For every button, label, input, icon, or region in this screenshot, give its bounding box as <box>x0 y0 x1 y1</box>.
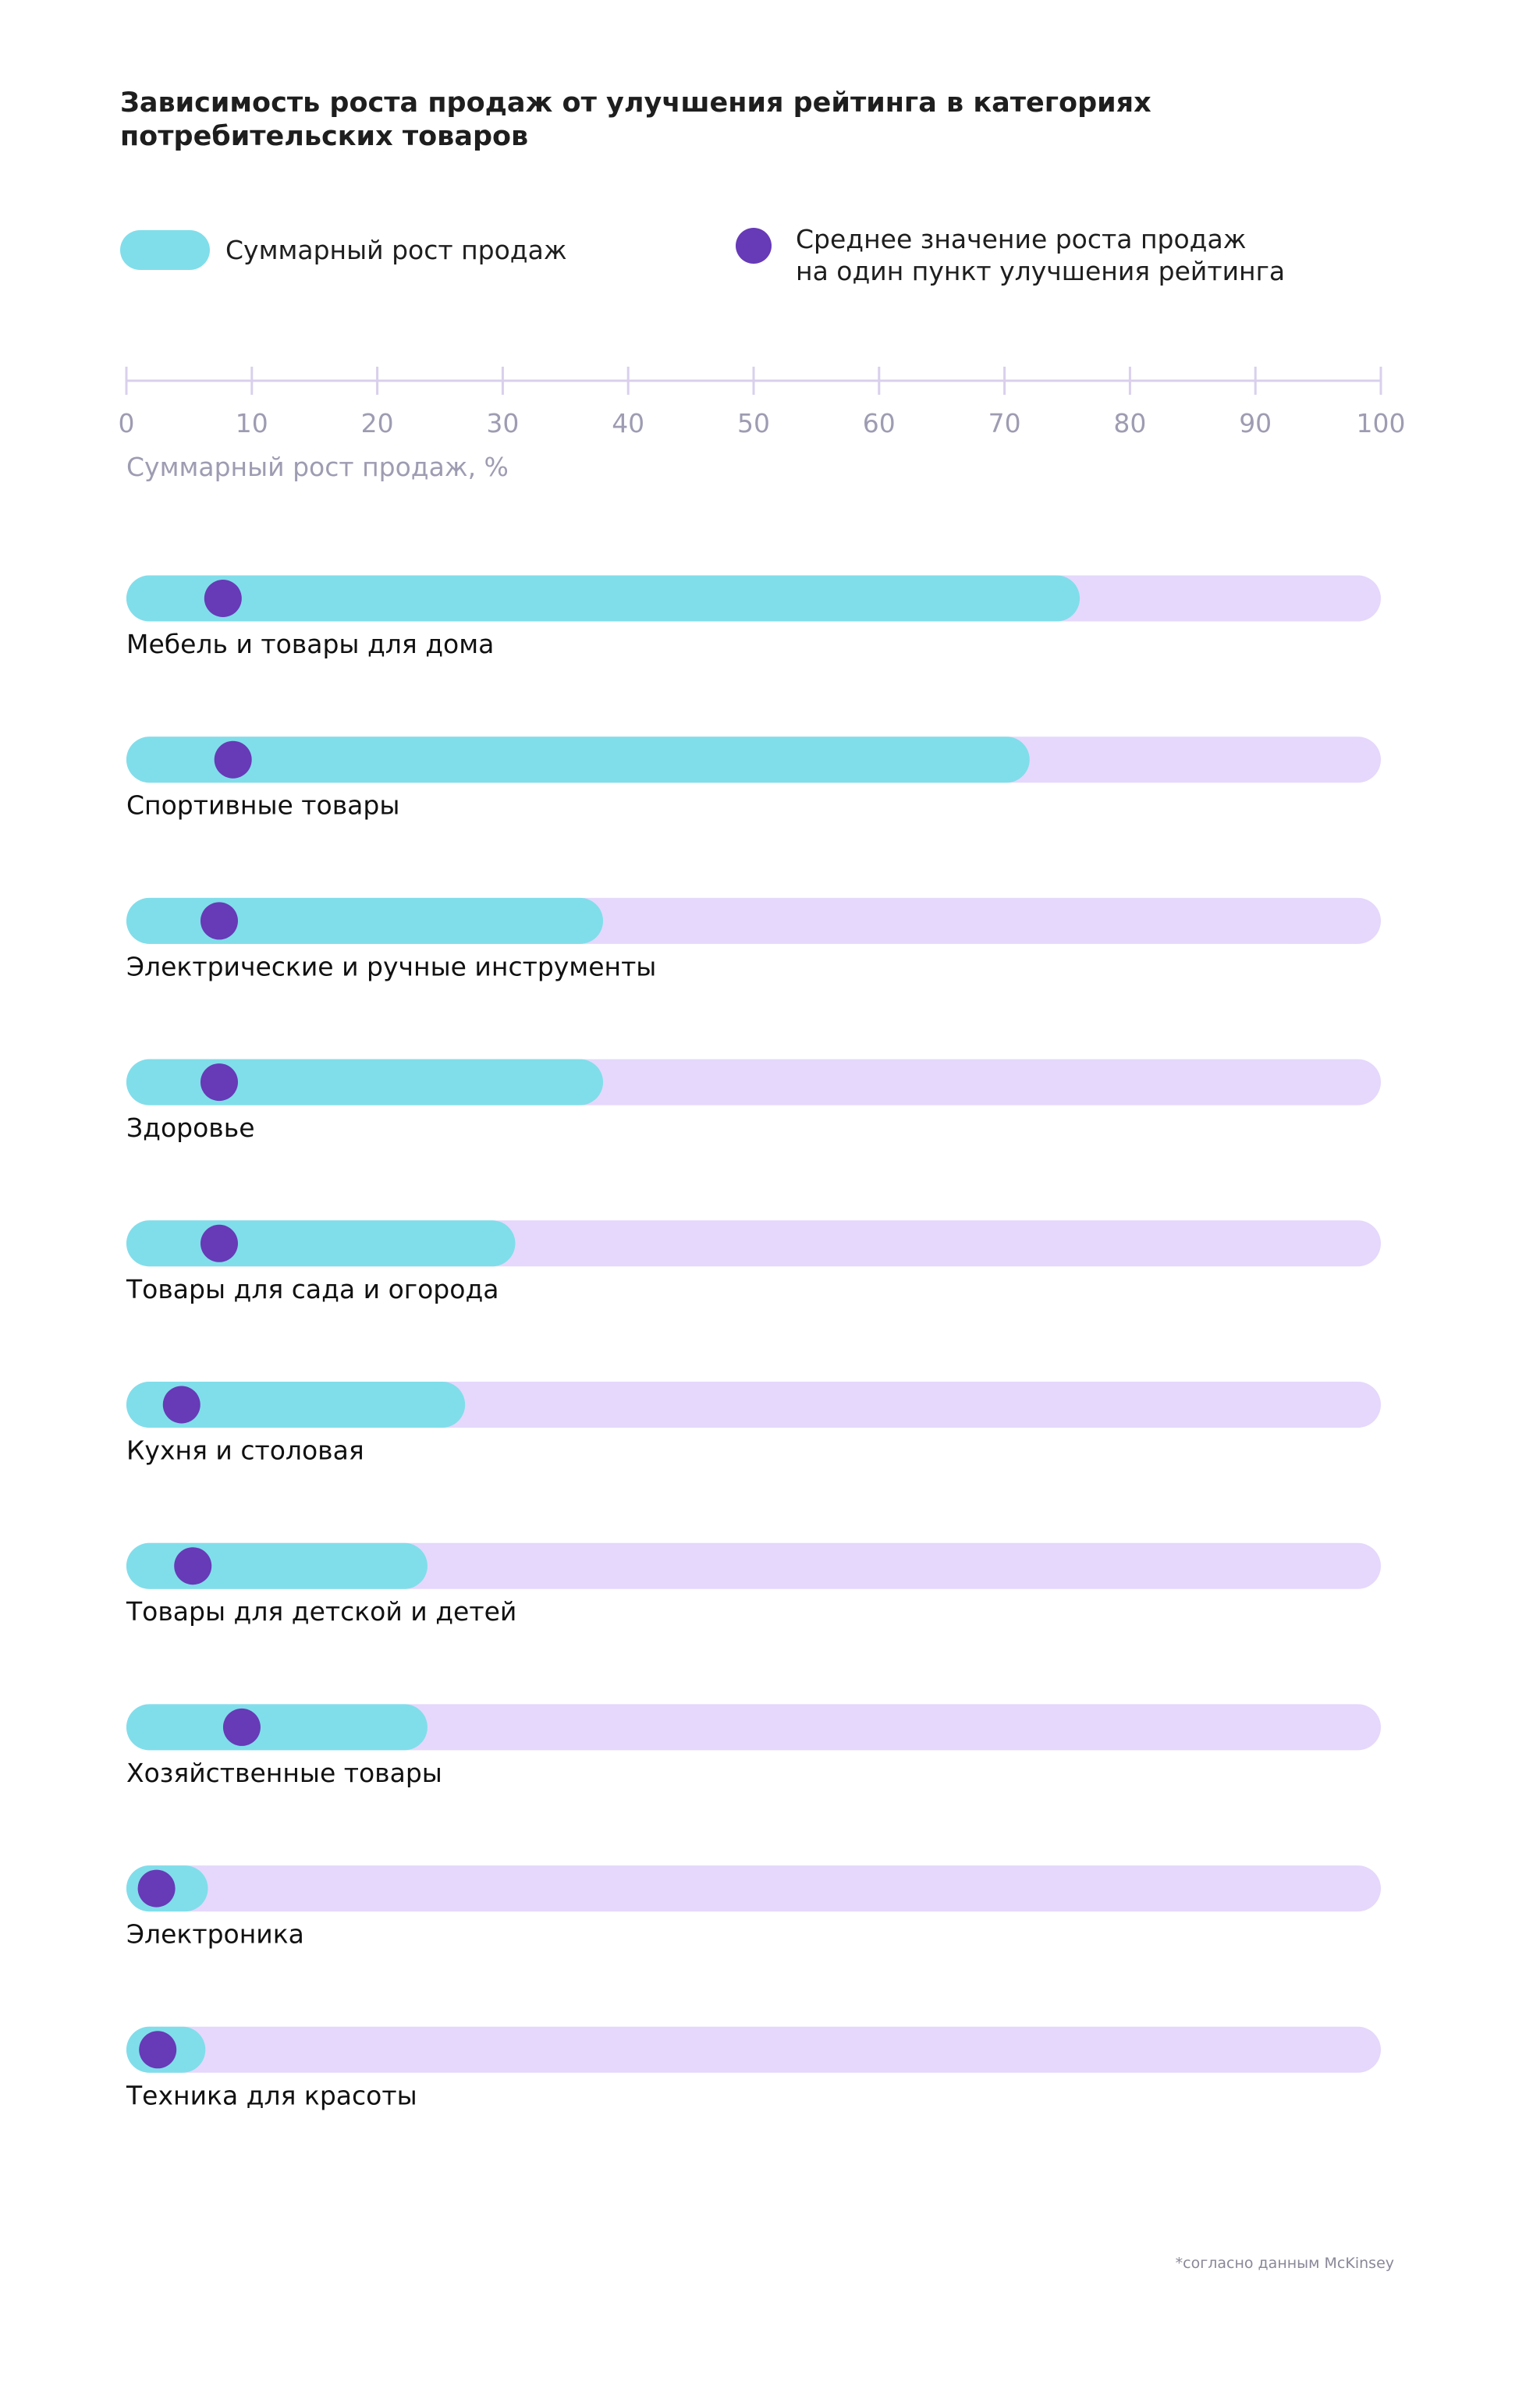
category-label: Товары для сада и огорода <box>126 1274 499 1304</box>
bar-row: Кухня и столовая <box>126 1382 1381 1466</box>
category-label: Товары для детской и детей <box>126 1596 516 1627</box>
bar-total-growth <box>126 1542 428 1589</box>
legend-bar-label: Суммарный рост продаж <box>225 235 567 265</box>
bar-total-growth <box>126 1059 604 1106</box>
bar-row: Техника для красоты <box>126 2026 1381 2110</box>
x-tick-label: 60 <box>863 408 896 438</box>
legend: Суммарный рост продаж Среднее значение р… <box>120 224 1285 286</box>
dot-avg-growth <box>214 740 252 779</box>
category-label: Электроника <box>126 1919 304 1950</box>
bar-track <box>126 1865 1381 1912</box>
x-tick-label: 10 <box>236 408 268 438</box>
legend-dot-swatch <box>736 228 772 264</box>
bar-total-growth <box>126 736 1030 783</box>
dot-avg-growth <box>200 1224 238 1262</box>
bar-row: Хозяйственные товары <box>126 1704 1381 1788</box>
x-tick-label: 30 <box>486 408 519 438</box>
category-label: Техника для красоты <box>126 2080 417 2110</box>
category-label: Электрические и ручные инструменты <box>126 951 656 981</box>
dot-avg-growth <box>139 2031 177 2069</box>
legend-dot-label-line-1: Среднее значение роста продаж <box>796 224 1246 254</box>
bar-row: Товары для детской и детей <box>126 1542 1381 1627</box>
chart-title-line-2: потребительских товаров <box>120 121 528 152</box>
bar-rows: Мебель и товары для дома Спортивные товар… <box>126 575 1381 2110</box>
bar-row: Товары для сада и огорода <box>126 1220 1381 1304</box>
x-tick-label: 40 <box>612 408 644 438</box>
bar-total-growth <box>126 575 1080 622</box>
bar-total-growth <box>126 1704 428 1751</box>
category-label: Мебель и товары для дома <box>126 629 494 659</box>
bar-track <box>126 1542 1381 1589</box>
category-label: Здоровье <box>126 1113 255 1143</box>
dot-avg-growth <box>137 1869 176 1908</box>
bar-row: Спортивные товары <box>126 736 1381 821</box>
x-tick-label: 90 <box>1239 408 1272 438</box>
bar-total-growth <box>126 897 604 944</box>
x-axis: 0 10 20 30 40 50 60 70 80 90 100 <box>119 367 1406 438</box>
dot-avg-growth <box>204 580 242 617</box>
bar-row: Электроника <box>126 1865 1381 1950</box>
category-label: Хозяйственные товары <box>126 1758 442 1788</box>
dot-avg-growth <box>174 1547 212 1585</box>
x-axis-title: Суммарный рост продаж, % <box>126 452 509 482</box>
x-tick-label: 100 <box>1357 408 1406 438</box>
bar-row: Здоровье <box>126 1059 1381 1143</box>
category-label: Спортивные товары <box>126 790 399 821</box>
bar-row: Мебель и товары для дома <box>126 575 1381 659</box>
footnote: *согласно данным McKinsey <box>1176 2255 1394 2272</box>
legend-dot-label-line-2: на один пункт улучшения рейтинга <box>796 256 1285 286</box>
dot-avg-growth <box>222 1708 261 1746</box>
bar-track <box>126 1704 1381 1751</box>
x-tick-label: 20 <box>361 408 394 438</box>
bar-row: Электрические и ручные инструменты <box>126 897 1381 981</box>
legend-bar-swatch <box>120 230 210 270</box>
x-tick-label: 50 <box>737 408 770 438</box>
x-tick-label: 80 <box>1113 408 1146 438</box>
bar-track <box>126 2026 1381 2073</box>
dot-avg-growth <box>200 1063 238 1102</box>
dot-avg-growth <box>162 1386 200 1424</box>
bar-total-growth <box>126 1382 466 1428</box>
category-label: Кухня и столовая <box>126 1436 364 1466</box>
x-tick-label: 70 <box>988 408 1021 438</box>
bar-total-growth <box>126 1220 516 1267</box>
x-tick-label: 0 <box>119 408 135 438</box>
dot-avg-growth <box>200 902 238 940</box>
chart-title-line-1: Зависимость роста продаж от улучшения ре… <box>120 87 1151 119</box>
